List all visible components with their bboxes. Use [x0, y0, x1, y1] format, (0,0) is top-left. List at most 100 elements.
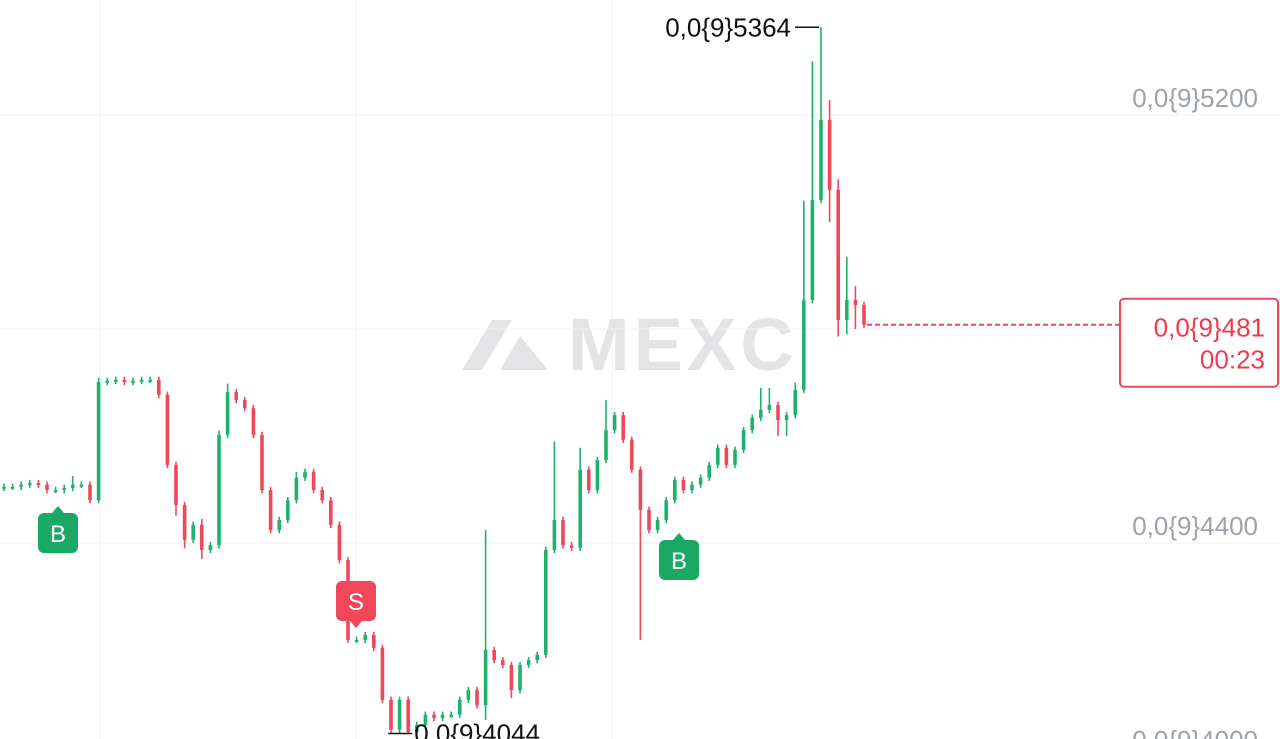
trade-marker: B [38, 506, 78, 553]
watermark: MEXC [462, 303, 798, 386]
candle-body [294, 477, 299, 501]
candle-body [578, 469, 582, 548]
candle-body [122, 379, 127, 382]
candle-body [260, 434, 264, 491]
candle-body [750, 417, 754, 431]
candle-body [793, 390, 797, 416]
candle-body [509, 664, 514, 691]
candle-body [690, 484, 694, 491]
candle-body [36, 483, 41, 486]
candle-body [303, 471, 307, 478]
candle-body [707, 464, 711, 478]
candle-body [71, 484, 75, 488]
last-price-box [1119, 297, 1279, 388]
candle-body [320, 490, 324, 501]
candle-body [432, 714, 436, 718]
candle-body [157, 379, 161, 395]
candle-body [165, 394, 170, 465]
candle-body [53, 490, 58, 493]
candle-body [148, 379, 152, 382]
candle-body [182, 505, 187, 540]
candle-body [449, 714, 453, 717]
candle-body [363, 635, 367, 640]
candle-body [827, 119, 832, 190]
trade-side: B [50, 521, 66, 548]
candle-body [311, 471, 316, 491]
candle-body [243, 400, 247, 409]
candle-body [492, 650, 496, 661]
candle-body [10, 486, 15, 489]
candle-body [406, 699, 410, 732]
candle-body [776, 404, 780, 420]
candle-body [767, 404, 772, 410]
last-price-label: 0,0{9}481 [1154, 313, 1265, 343]
candle-body [759, 409, 763, 418]
high-label: 0,0{9}5364 [665, 12, 791, 42]
candle-body [337, 524, 342, 561]
candle-body [561, 520, 565, 546]
candle-body [423, 714, 428, 725]
candle-body [587, 469, 591, 491]
y-tick-label: 0,0{9}4400 [1132, 511, 1258, 541]
trade-pointer [52, 506, 64, 513]
candle-body [96, 381, 101, 501]
candle-body [458, 699, 462, 715]
candle-body [28, 483, 32, 486]
candle-body [475, 690, 479, 706]
candle-body [802, 300, 806, 391]
candle-body [114, 379, 118, 382]
candle-body [647, 509, 651, 531]
candle-body [724, 447, 729, 465]
trade-badge [659, 540, 699, 580]
candle-body [372, 635, 376, 648]
candle-body [526, 660, 531, 665]
candle-body [251, 408, 256, 435]
candle-body [415, 724, 419, 732]
candle-body [354, 639, 359, 642]
trade-badge [38, 513, 78, 553]
candle-body [389, 699, 393, 730]
candle-body [105, 380, 109, 383]
low-label: 0,0{9}4044 [414, 718, 540, 739]
candle-body [853, 300, 858, 305]
candle-body [518, 664, 522, 691]
candle-body [501, 660, 505, 665]
candle-body [208, 545, 213, 550]
trade-marker: B [659, 533, 699, 580]
candle-body [380, 647, 385, 700]
candle-body [62, 487, 66, 491]
candle-body [862, 304, 866, 325]
candle-body [200, 524, 204, 550]
candle-body [79, 484, 84, 487]
trade-side: B [671, 548, 687, 575]
candle-body [604, 430, 608, 461]
candle-body [535, 654, 539, 661]
candle-body [733, 449, 737, 465]
candle-body [466, 690, 471, 700]
candle-body [88, 484, 92, 501]
trade-side: S [348, 589, 364, 616]
candle-body [217, 434, 221, 546]
candle-body [741, 430, 746, 450]
candle-body [225, 392, 230, 435]
countdown: 00:23 [1200, 345, 1265, 375]
candle-body [612, 415, 617, 431]
candle-body [569, 545, 574, 548]
candle-body [673, 479, 677, 501]
candle-body [174, 464, 178, 506]
candle-body [45, 484, 49, 491]
candle-body [621, 415, 625, 440]
trade-marker: S [336, 581, 376, 628]
candle-body [716, 447, 720, 465]
trade-badge [336, 581, 376, 621]
candle-body [698, 477, 703, 485]
candle-body [483, 650, 488, 706]
candle-body [397, 699, 402, 730]
candle-body [552, 520, 557, 550]
candle-body [19, 484, 23, 487]
candle-body [286, 500, 290, 521]
watermark-text: MEXC [568, 303, 798, 386]
candle-body [268, 490, 273, 531]
candle-body [630, 439, 634, 470]
